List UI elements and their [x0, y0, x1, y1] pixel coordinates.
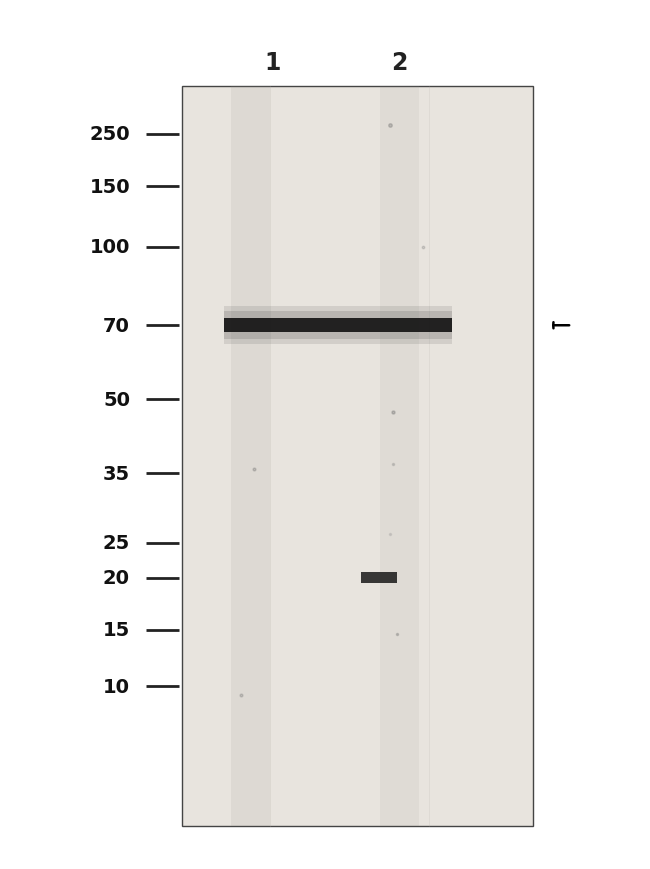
Text: 1: 1: [265, 50, 281, 75]
Text: 70: 70: [103, 316, 130, 335]
Text: 10: 10: [103, 677, 130, 696]
Text: 150: 150: [90, 177, 130, 196]
Bar: [380, 87, 419, 826]
Bar: [224, 307, 452, 345]
Text: 250: 250: [90, 125, 130, 144]
Bar: [361, 573, 396, 584]
Text: 2: 2: [391, 50, 408, 75]
Text: 25: 25: [103, 534, 130, 553]
Text: 15: 15: [103, 620, 130, 640]
Text: 20: 20: [103, 568, 130, 587]
Bar: [224, 312, 452, 340]
Text: 50: 50: [103, 390, 130, 409]
Bar: [224, 319, 452, 333]
Text: 100: 100: [90, 238, 130, 257]
Bar: [182, 87, 533, 826]
Text: 35: 35: [103, 464, 130, 483]
Bar: [231, 87, 270, 826]
